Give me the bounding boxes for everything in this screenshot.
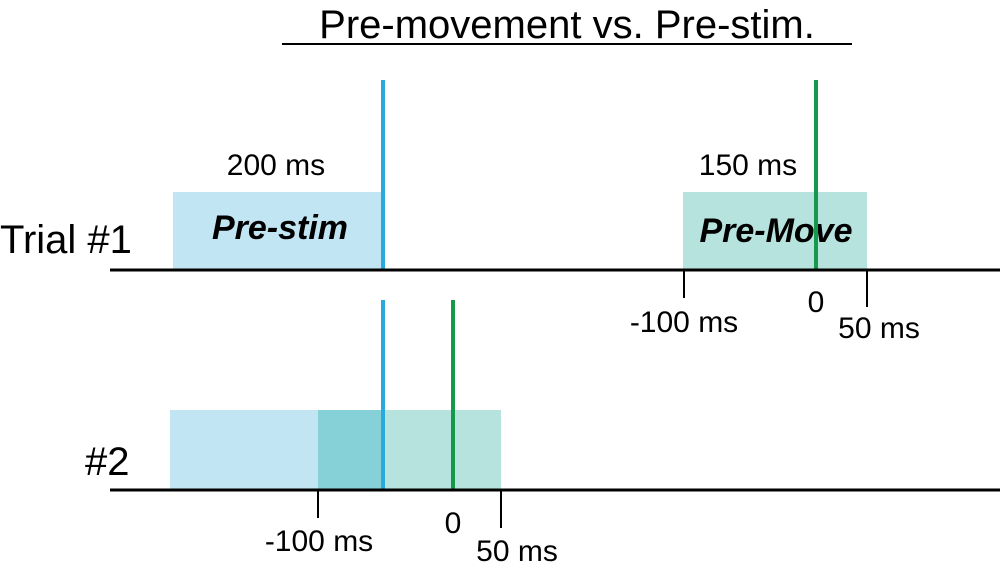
trial1-premove-band [683, 192, 867, 270]
trial1-tick-label-plus50: 50 ms [838, 312, 920, 345]
trial1-premove-label: Pre-Move [699, 212, 852, 250]
trial2-overlap-band [318, 410, 383, 490]
trial1-label: Trial #1 [0, 218, 132, 262]
trial1-prestim-duration: 200 ms [227, 149, 325, 182]
trial2-prestim-band [170, 410, 318, 490]
trial2-tick-label-zero: 0 [445, 507, 462, 540]
trial2-label: #2 [85, 440, 130, 484]
trial1-prestim-band [173, 192, 383, 270]
title: Pre-movement vs. Pre-stim. [319, 3, 815, 47]
trial2-tick-label-plus50: 50 ms [476, 535, 558, 568]
trial1-prestim-label: Pre-stim [212, 209, 348, 247]
trial1-tick-label-minus100: -100 ms [630, 306, 738, 339]
trial1-tick-label-zero: 0 [808, 286, 825, 319]
trial2-premove-band [383, 410, 501, 490]
trial2-tick-label-minus100: -100 ms [265, 525, 373, 558]
trial1-premove-duration: 150 ms [699, 149, 797, 182]
